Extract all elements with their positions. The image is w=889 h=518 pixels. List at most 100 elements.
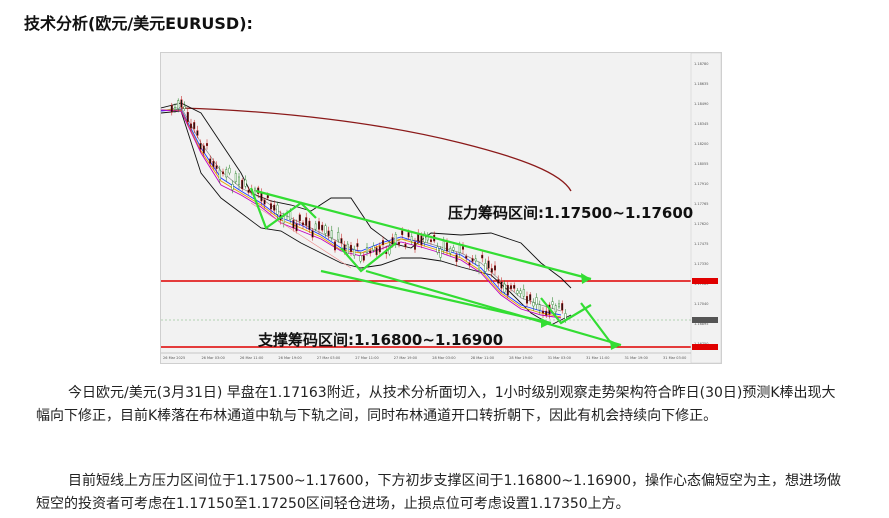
- x-tick-label: 31 Mar 03:00: [548, 356, 571, 360]
- candle-body: [372, 245, 375, 251]
- candle-body: [449, 248, 452, 254]
- candle-body: [222, 171, 225, 175]
- page-title: 技术分析(欧元/美元EURUSD):: [24, 14, 253, 33]
- candle-body: [311, 230, 314, 238]
- y-tick-label: 1.17475: [694, 242, 708, 246]
- candle-body: [401, 230, 404, 236]
- candle-body: [289, 211, 292, 220]
- support-price-marker: [692, 344, 718, 350]
- candle-body: [526, 296, 529, 304]
- candle-body: [465, 256, 468, 259]
- candle-body: [535, 297, 538, 305]
- candle-body: [561, 303, 564, 311]
- candle-body: [305, 217, 308, 226]
- resistance-zone-label: 压力筹码区间:1.17500~1.17600: [448, 204, 694, 222]
- x-tick-label: 26 Mar 2025: [163, 356, 185, 360]
- candle-body: [554, 305, 557, 313]
- candle-body: [365, 247, 368, 253]
- candle-body: [506, 284, 509, 296]
- price-chart: 1.18780 1.18635 1.18490 1.18345 1.18200 1.180…: [160, 52, 722, 364]
- candle-body: [452, 247, 455, 251]
- candle-body: [353, 249, 356, 256]
- candle-body: [484, 263, 487, 272]
- candle-body: [497, 279, 500, 284]
- candle-body: [430, 239, 433, 242]
- candle-body: [375, 247, 378, 256]
- candle-body: [462, 246, 465, 250]
- candle-body: [391, 237, 394, 245]
- trend-line: [250, 202, 352, 269]
- y-tick-label: 1.17910: [694, 182, 708, 186]
- candle-body: [346, 243, 349, 254]
- current-price-marker: [692, 317, 718, 323]
- candle-body: [212, 160, 215, 167]
- candle-body: [455, 254, 458, 262]
- candle-body: [234, 173, 237, 183]
- candle-body: [308, 220, 311, 230]
- candle-body: [241, 179, 244, 189]
- candle-body: [545, 310, 548, 316]
- candle-body: [237, 176, 240, 185]
- candle-body: [301, 222, 304, 226]
- candle-body: [359, 255, 362, 262]
- candle-body: [228, 167, 231, 174]
- x-tick-label: 27 Mar 11:00: [355, 356, 378, 360]
- candle-body: [362, 255, 365, 261]
- candle-body: [209, 158, 212, 164]
- candle-body: [423, 233, 426, 243]
- candle-body: [282, 216, 285, 224]
- candle-body: [183, 106, 186, 109]
- candle-body: [503, 283, 506, 293]
- candle-body: [529, 294, 532, 301]
- candle-body: [247, 189, 250, 193]
- y-axis-ticks: 1.18780 1.18635 1.18490 1.18345 1.18200 1.180…: [694, 62, 708, 346]
- candle-body: [253, 188, 256, 192]
- candle-body: [381, 240, 384, 246]
- candle-body: [542, 310, 545, 314]
- candle-body: [330, 230, 333, 238]
- candle-body: [340, 238, 343, 244]
- x-tick-label: 26 Mar 19:00: [278, 356, 301, 360]
- ma-fast: [161, 108, 562, 316]
- candle-body: [436, 246, 439, 253]
- x-tick-label: 28 Mar 19:00: [509, 356, 532, 360]
- candle-body: [321, 224, 324, 231]
- candle-body: [439, 248, 442, 258]
- candle-body: [397, 242, 400, 245]
- chart-canvas: 1.18780 1.18635 1.18490 1.18345 1.18200 1.180…: [161, 53, 721, 363]
- y-tick-label: 1.18200: [694, 142, 708, 146]
- candle-body: [215, 165, 218, 169]
- x-axis-ticks: 26 Mar 2025 26 Mar 03:00 26 Mar 11:00 26 Ma…: [163, 356, 686, 360]
- x-tick-label: 27 Mar 03:00: [317, 356, 340, 360]
- candle-body: [458, 244, 461, 253]
- candle-body: [260, 192, 263, 202]
- candle-body: [292, 220, 295, 229]
- candle-body: [490, 268, 493, 273]
- candle-body: [324, 225, 327, 234]
- candle-body: [410, 236, 413, 242]
- y-tick-label: 1.17330: [694, 262, 708, 266]
- candle-body: [500, 281, 503, 289]
- resistance-price-marker: [692, 278, 718, 284]
- candle-body: [510, 285, 513, 289]
- y-tick-label: 1.18345: [694, 122, 708, 126]
- x-tick-label: 27 Mar 19:00: [394, 356, 417, 360]
- candle-body: [206, 143, 209, 146]
- candle-body: [356, 243, 359, 247]
- candle-body: [487, 260, 490, 269]
- candle-body: [333, 241, 336, 251]
- x-tick-label: 28 Mar 03:00: [432, 356, 455, 360]
- analysis-arrows: [249, 187, 622, 347]
- candle-body: [349, 244, 352, 252]
- candle-body: [420, 235, 423, 246]
- y-tick-label: 1.18635: [694, 82, 708, 86]
- candle-body: [413, 241, 416, 250]
- candle-body: [231, 184, 234, 191]
- candle-body: [202, 145, 205, 154]
- candle-body: [269, 203, 272, 210]
- candle-body: [468, 262, 471, 266]
- candle-body: [199, 143, 202, 150]
- long-moving-average: [180, 107, 572, 192]
- candle-body: [494, 265, 497, 271]
- x-tick-label: 31 Mar 11:00: [586, 356, 609, 360]
